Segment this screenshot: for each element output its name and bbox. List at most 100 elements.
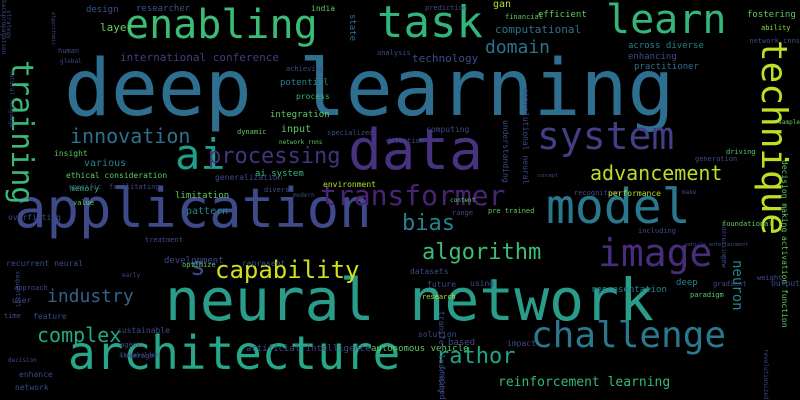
cloud-word: gan: [493, 0, 512, 10]
cloud-word: advancement: [590, 161, 723, 185]
cloud-word: make: [682, 189, 697, 196]
cloud-word: deep: [676, 278, 698, 288]
cloud-word: including: [638, 227, 676, 235]
cloud-word: global: [60, 58, 82, 65]
cloud-word: value: [73, 199, 95, 207]
cloud-word: leverage: [120, 352, 154, 360]
cloud-word: sequential: [14, 271, 21, 308]
cloud-word: design: [86, 5, 119, 15]
cloud-word: sample: [778, 119, 800, 126]
cloud-word: technique: [753, 40, 794, 236]
cloud-word: neuron: [729, 260, 745, 311]
cloud-word: efficient: [538, 10, 587, 20]
cloud-word: achieving: [286, 65, 324, 73]
cloud-word: s: [190, 252, 206, 282]
cloud-word: early: [122, 272, 141, 279]
cloud-word: enhancing: [628, 52, 677, 62]
cloud-word: convolutional neural: [521, 88, 530, 185]
cloud-word: human: [58, 47, 80, 55]
cloud-word: strategy: [5, 10, 12, 39]
cloud-word: driving: [726, 148, 756, 156]
cloud-word: fostering: [747, 10, 796, 20]
cloud-word: input: [281, 124, 312, 135]
cloud-word: limitation: [175, 191, 230, 201]
cloud-word: insight: [54, 149, 88, 158]
cloud-word: agent: [120, 341, 142, 349]
cloud-word: revolutionized: [762, 349, 769, 400]
cloud-word: integration: [270, 110, 330, 120]
cloud-word: practitioner: [634, 62, 700, 72]
cloud-word: architecture: [68, 326, 401, 380]
cloud-word: generalization: [215, 173, 283, 182]
cloud-word: autonomous vehicle: [371, 344, 469, 354]
cloud-word: detection: [386, 137, 424, 145]
cloud-word: representation: [591, 285, 667, 295]
cloud-word: ai: [175, 130, 226, 179]
cloud-word: neural network: [165, 266, 654, 334]
cloud-word: application: [14, 177, 372, 240]
cloud-word: complex: [37, 323, 122, 347]
cloud-word: overfitting: [8, 213, 61, 222]
cloud-word: domain: [485, 37, 551, 58]
cloud-word: computational: [495, 23, 582, 36]
cloud-word: financial: [505, 13, 543, 21]
cloud-word: data: [348, 118, 483, 183]
cloud-word: industry: [47, 286, 134, 307]
cloud-word: memory: [70, 184, 99, 193]
cloud-word: reinforcement learning: [498, 375, 671, 390]
cloud-word: datasets: [410, 267, 449, 276]
cloud-word: solution: [418, 330, 457, 339]
cloud-word: model: [546, 179, 691, 235]
cloud-word: capability: [215, 256, 360, 284]
cloud-word: dynamic: [237, 128, 267, 136]
cloud-word: technology: [412, 52, 479, 65]
cloud-word: ethical consideration: [66, 171, 168, 180]
cloud-word: training: [4, 60, 39, 205]
cloud-word: researcher: [136, 4, 191, 14]
cloud-word: research: [422, 293, 456, 301]
cloud-word: rathor: [436, 344, 516, 369]
cloud-word: time: [4, 312, 21, 320]
cloud-word: development: [164, 256, 224, 266]
cloud-word: represent: [242, 259, 286, 268]
cloud-word: weight: [757, 274, 783, 282]
cloud-word: network: [15, 383, 49, 392]
cloud-word: feature: [33, 312, 67, 321]
cloud-word: gradient: [713, 280, 747, 288]
cloud-word: processing: [208, 144, 341, 169]
cloud-word: new: [720, 255, 728, 268]
cloud-word: optimize: [182, 261, 216, 269]
cloud-word: recurrent neural: [6, 259, 84, 268]
cloud-word: based: [448, 338, 476, 348]
cloud-word: modern: [293, 192, 315, 199]
cloud-word: paradigm: [690, 291, 724, 299]
cloud-word: algorithmic: [50, 12, 56, 46]
cloud-word: environment: [323, 180, 376, 189]
cloud-word: transformer: [320, 179, 506, 212]
cloud-word: performance: [608, 189, 661, 198]
cloud-word: natural language: [8, 70, 15, 128]
cloud-word: specialized: [327, 129, 374, 137]
cloud-word: task: [377, 0, 483, 48]
cloud-word: stakeholder: [119, 352, 159, 359]
cloud-word: backpropagation: [0, 0, 7, 55]
cloud-word: enabling: [125, 2, 318, 48]
cloud-word: deep learning: [64, 44, 675, 134]
cloud-word: potential: [280, 78, 329, 88]
cloud-word: prediction: [425, 4, 468, 12]
cloud-word: innovation: [70, 124, 191, 148]
cloud-word: learn: [606, 0, 727, 43]
cloud-word: various: [84, 158, 127, 169]
cloud-word: activation function: [780, 236, 789, 328]
cloud-word: state: [347, 14, 357, 42]
cloud-word: international conference: [120, 51, 279, 64]
cloud-word: trained: [438, 366, 447, 400]
cloud-word: bias: [402, 211, 455, 236]
cloud-word: treatment: [145, 236, 183, 244]
cloud-word: pattern: [186, 206, 229, 217]
cloud-word: using: [470, 279, 495, 288]
cloud-word: decision: [8, 357, 37, 364]
cloud-word: network rnns: [279, 139, 323, 146]
cloud-word: output: [771, 279, 800, 288]
